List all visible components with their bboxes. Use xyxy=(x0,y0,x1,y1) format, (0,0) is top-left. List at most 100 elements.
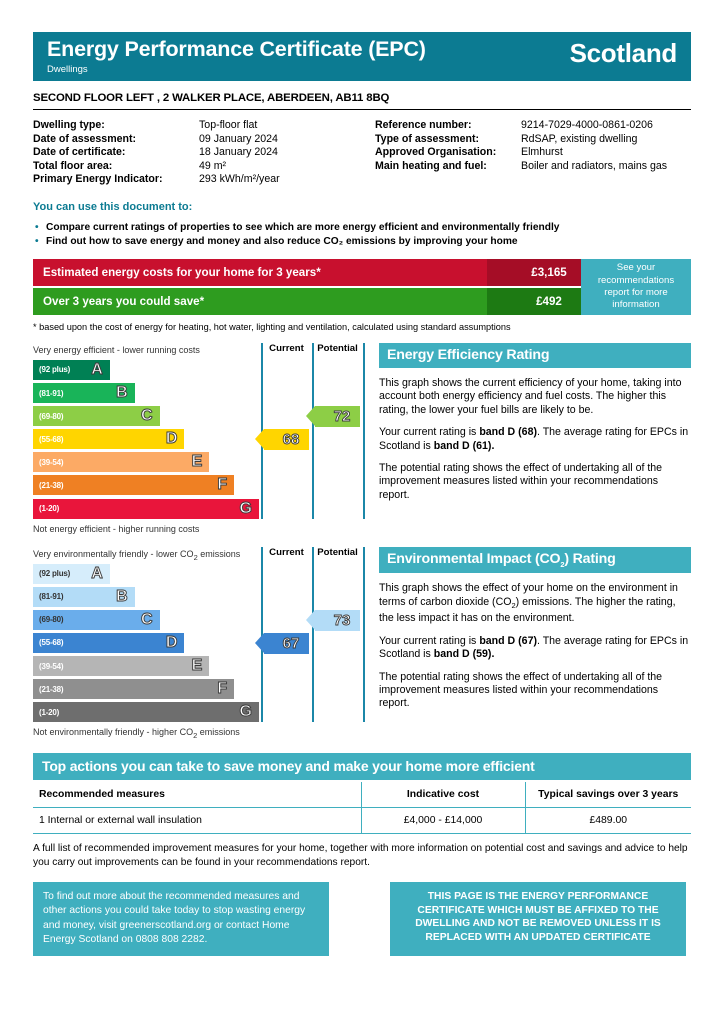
band-range-label: (21-38) xyxy=(39,480,64,490)
current-rating-arrow-value: 68 xyxy=(282,431,300,449)
detail-label: Approved Organisation: xyxy=(375,146,497,159)
band-range-label: (92 plus) xyxy=(39,569,71,579)
detail-value: 9214-7029-4000-0861-0206 xyxy=(521,119,653,131)
rating-band-C: (69-80) C xyxy=(33,406,160,427)
rating-band-G: (1-20) G xyxy=(33,498,259,519)
band-letter: A xyxy=(91,360,103,379)
band-letter: G xyxy=(239,703,252,721)
text: 2 xyxy=(511,600,516,610)
band-range-label: (81-91) xyxy=(39,388,64,398)
chart-column-headers: Current Potential xyxy=(261,343,363,354)
chart-bands: (92 plus) A (81-91) B (69-80) C (55-68) D (39-54… xyxy=(33,546,365,723)
detail-value: 293 kWh/m²/year xyxy=(199,173,280,186)
page-title: Energy Performance Certificate (EPC) xyxy=(47,37,426,61)
column-divider xyxy=(312,342,314,519)
column-divider xyxy=(312,546,314,723)
column-divider xyxy=(363,546,365,723)
current-band-text: band D (68) xyxy=(479,426,537,439)
detail-value: Boiler and radiators, mains gas xyxy=(521,159,668,172)
text: . The average rating for EPCs in Scotlan… xyxy=(379,426,689,452)
band-letter: F xyxy=(217,680,228,698)
environmental-impact-block: Very environmentally friendly - lower CO… xyxy=(33,546,691,741)
chart-top-caption: Very energy efficient - lower running co… xyxy=(33,344,200,355)
text: Your current rating is xyxy=(379,426,480,439)
energy-efficiency-panel: Energy Efficiency Rating This graph show… xyxy=(379,342,691,536)
environmental-impact-chart: Very environmentally friendly - lower CO… xyxy=(33,546,365,741)
recommendations-table: Recommended measures Indicative cost Typ… xyxy=(33,782,691,835)
panel-title: Energy Efficiency Rating xyxy=(379,342,691,368)
arrow-tip xyxy=(255,429,264,450)
detail-value: 18 January 2024 xyxy=(199,146,278,159)
page-header: Energy Performance Certificate (EPC) Dwe… xyxy=(33,32,691,81)
rating-band-B: (81-91) B xyxy=(33,586,135,607)
average-band-text: band D (61). xyxy=(433,439,495,452)
scotland-logo: Scotland xyxy=(569,38,678,68)
text: This graph shows the effect of your home… xyxy=(379,582,678,608)
chart-bottom-caption: Not environmentally friendly - higher CO… xyxy=(33,727,240,741)
band-letter: B xyxy=(116,587,128,605)
band-range-label: (81-91) xyxy=(39,592,64,602)
band-range-label: (69-80) xyxy=(39,411,64,421)
text: 2 xyxy=(560,559,565,569)
column-header-current: Current xyxy=(269,546,304,558)
cell-cost: £4,000 - £14,000 xyxy=(360,807,525,835)
band-range-label: (21-38) xyxy=(39,684,64,694)
rating-band-F: (21-38) F xyxy=(33,679,235,700)
column-divider xyxy=(363,342,365,519)
chart-column-headers: Current Potential xyxy=(261,547,363,558)
potential-rating-arrow: 72 xyxy=(306,406,360,428)
table-row: 1 Internal or external wall insulation £… xyxy=(33,807,691,835)
text: Your current rating is xyxy=(379,634,480,647)
detail-label: Type of assessment: xyxy=(375,132,480,145)
arrow-tip xyxy=(306,609,315,630)
epc-page: Energy Performance Certificate (EPC) Dwe… xyxy=(0,32,724,1024)
band-range-label: (55-68) xyxy=(39,638,64,648)
band-letter: A xyxy=(91,564,103,582)
potential-rating-arrow-value: 72 xyxy=(333,408,351,426)
band-range-label: (55-68) xyxy=(39,434,64,444)
cost-label: Estimated energy costs for your home for… xyxy=(33,258,487,286)
arrow-tip xyxy=(306,406,315,427)
column-header-potential: Potential xyxy=(317,342,358,354)
header-subtitle: Dwellings xyxy=(47,64,88,75)
property-address: SECOND FLOOR LEFT , 2 WALKER PLACE, ABER… xyxy=(33,92,390,104)
details-column-left: Dwelling type: Date of assessment: Date … xyxy=(33,119,375,187)
chart-column-track: 67 73 xyxy=(255,546,365,723)
rating-band-D: (55-68) D xyxy=(33,632,185,653)
rating-band-F: (21-38) F xyxy=(33,475,235,496)
band-letter: E xyxy=(191,453,203,471)
chart-column-track: 68 72 xyxy=(255,342,365,519)
energy-costs-block: Estimated energy costs for your home for… xyxy=(33,258,691,317)
column-header-measures: Recommended measures xyxy=(33,782,361,809)
rating-band-G: (1-20) G xyxy=(33,702,259,723)
text: ) emissions. The higher the rating, the … xyxy=(379,595,676,625)
see-recommendations-box: See your recommendations report for more… xyxy=(581,258,691,315)
column-header-current: Current xyxy=(269,342,304,354)
band-range-label: (1-20) xyxy=(39,504,60,514)
property-details: Dwelling type: Date of assessment: Date … xyxy=(33,119,691,187)
column-header-cost: Indicative cost xyxy=(360,782,525,809)
cell-savings: £489.00 xyxy=(524,807,691,835)
band-letter: B xyxy=(116,384,128,402)
detail-label: Date of assessment: xyxy=(33,132,137,145)
text: ) Rating xyxy=(564,550,616,567)
bullet-text: Compare current ratings of properties to… xyxy=(46,221,560,233)
average-band-text: band D (59). xyxy=(433,648,495,661)
details-left-labels: Dwelling type: Date of assessment: Date … xyxy=(33,119,199,187)
rating-band-E: (39-54) E xyxy=(33,452,210,473)
band-letter: F xyxy=(217,476,228,494)
potential-rating-arrow: 73 xyxy=(306,609,360,631)
panel-paragraph-3: The potential rating shows the effect of… xyxy=(379,670,663,710)
band-range-label: (1-20) xyxy=(39,707,60,717)
band-range-label: (39-54) xyxy=(39,457,64,467)
band-range-label: (39-54) xyxy=(39,661,64,671)
costs-footnote: * based upon the cost of energy for heat… xyxy=(33,321,511,332)
band-letter: E xyxy=(191,657,203,675)
address-divider xyxy=(33,109,691,110)
band-letter: C xyxy=(140,407,153,425)
cost-label: Over 3 years you could save* xyxy=(33,287,487,315)
detail-value: 49 m² xyxy=(199,159,227,172)
panel-paragraph-1: This graph shows the effect of your home… xyxy=(379,582,691,625)
use-document-list: Compare current ratings of properties to… xyxy=(33,221,691,250)
detail-value: 09 January 2024 xyxy=(199,132,278,145)
